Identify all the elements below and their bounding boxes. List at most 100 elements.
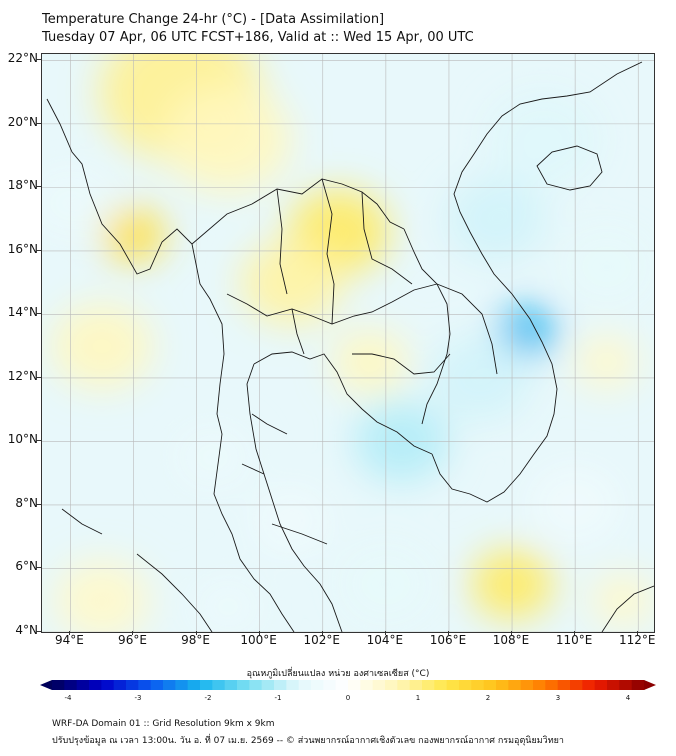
colorbar-segment xyxy=(372,680,386,690)
colorbar-segment xyxy=(175,680,189,690)
colorbar-segment xyxy=(422,680,435,690)
lat-tick-label: 12°N xyxy=(7,368,38,383)
colorbar-segment xyxy=(619,680,633,690)
lat-tick-label: 8°N xyxy=(15,495,38,510)
colorbar-segment xyxy=(360,680,374,690)
colorbar-segment xyxy=(335,680,349,690)
field-anomaly xyxy=(590,573,654,628)
colorbar-segment xyxy=(483,680,497,690)
lon-tick-label: 96°E xyxy=(118,633,147,647)
field-anomaly xyxy=(575,335,639,389)
lat-tick-label: 16°N xyxy=(7,241,38,256)
colorbar-segment xyxy=(261,680,275,690)
colorbar-segment xyxy=(409,680,423,690)
colorbar-tick-label: -3 xyxy=(134,694,142,702)
footer-model-info: WRF-DA Domain 01 :: Grid Resolution 9km … xyxy=(52,719,275,729)
lat-tick xyxy=(36,313,41,315)
colorbar-tick-label: -4 xyxy=(64,694,72,702)
lon-tick-label: 108°E xyxy=(492,633,530,647)
field-anomaly xyxy=(190,574,266,632)
colorbar-segment xyxy=(434,680,448,690)
colorbar-tick-label: 3 xyxy=(555,694,561,702)
colorbar-min-arrow xyxy=(40,680,52,690)
lon-tick-label: 112°E xyxy=(618,633,656,647)
lat-tick-label: 20°N xyxy=(7,114,38,129)
lat-tick-label: 18°N xyxy=(7,178,38,193)
colorbar-tick-label: -1 xyxy=(274,694,282,702)
lon-tick xyxy=(69,631,71,635)
lon-tick-label: 104°E xyxy=(366,633,404,647)
colorbar-segment xyxy=(545,680,559,690)
colorbar-tick-label: 2 xyxy=(485,694,491,702)
colorbar-segment xyxy=(52,680,65,690)
field-anomaly xyxy=(559,226,654,308)
lat-tick xyxy=(36,249,41,251)
colorbar-segment xyxy=(212,680,226,690)
colorbar-segment xyxy=(582,680,596,690)
lon-tick xyxy=(637,631,639,635)
colorbar-segment xyxy=(298,680,312,690)
lat-tick xyxy=(36,440,41,442)
field-layer xyxy=(42,54,654,632)
lat-tick-label: 4°N xyxy=(15,623,38,637)
lat-tick xyxy=(36,376,41,378)
chart-subtitle: Tuesday 07 Apr, 06 UTC FCST+186, Valid a… xyxy=(42,30,474,45)
lat-tick-label: 10°N xyxy=(7,432,38,447)
colorbar-segment xyxy=(471,680,485,690)
lat-tick xyxy=(36,59,41,61)
lon-tick xyxy=(447,631,449,635)
colorbar-segment xyxy=(323,680,337,690)
colorbar-segment xyxy=(459,680,472,690)
colorbar-segment xyxy=(249,680,263,690)
field-anomaly xyxy=(332,329,408,395)
colorbar-segment xyxy=(570,680,583,690)
lon-tick xyxy=(574,631,576,635)
colorbar-segment xyxy=(508,680,522,690)
lat-tick xyxy=(36,503,41,505)
colorbar-segment xyxy=(224,680,238,690)
lat-tick xyxy=(36,122,41,124)
grid-lines xyxy=(42,54,654,632)
colorbar-segment xyxy=(113,680,127,690)
field-anomaly xyxy=(165,86,292,194)
field-anomaly xyxy=(42,165,115,241)
colorbar-segment xyxy=(311,680,324,690)
colorbar-title: อุณหภูมิเปลี่ยนแปลง หน่วย องศาเซลเซียส (… xyxy=(246,669,430,679)
lon-tick xyxy=(132,631,134,635)
colorbar xyxy=(40,680,656,690)
colorbar-segment xyxy=(76,680,90,690)
chart-title: Temperature Change 24-hr (°C) - [Data As… xyxy=(42,12,385,27)
lat-tick-label: 6°N xyxy=(15,559,38,574)
coastlines-borders xyxy=(46,61,654,632)
colorbar-segment xyxy=(89,680,102,690)
lon-tick-label: 94°E xyxy=(54,633,84,647)
field-anomaly xyxy=(171,422,254,493)
colorbar-segment xyxy=(187,680,201,690)
colorbar-tick-label: 0 xyxy=(345,694,351,702)
field-anomaly xyxy=(486,91,601,189)
lon-tick-label: 102°E xyxy=(303,633,341,647)
lon-tick xyxy=(384,631,386,635)
colorbar-segment xyxy=(200,680,213,690)
colorbar-segment xyxy=(594,680,608,690)
colorbar-tick-label: -2 xyxy=(204,694,212,702)
field-anomaly xyxy=(54,560,150,632)
field-anomaly xyxy=(445,176,547,263)
colorbar-segment xyxy=(274,680,287,690)
lon-tick-label: 100°E xyxy=(240,633,277,647)
lon-tick-label: 106°E xyxy=(429,633,467,647)
lat-tick-label: 14°N xyxy=(7,305,38,320)
colorbar-segment xyxy=(163,680,176,690)
temperature-field-map xyxy=(42,54,654,632)
lat-tick xyxy=(36,186,41,188)
field-anomaly xyxy=(51,303,153,390)
lat-tick-label: 22°N xyxy=(7,51,38,66)
colorbar-segment xyxy=(286,680,300,690)
colorbar-tick-label: 4 xyxy=(625,694,631,702)
footer-credit: ปรับปรุงข้อมูล ณ เวลา 13:00น. วัน อ. ที่… xyxy=(52,736,564,746)
lon-tick xyxy=(258,631,260,635)
colorbar-segment xyxy=(607,680,620,690)
field-anomaly xyxy=(240,239,342,326)
colorbar-segment xyxy=(385,680,398,690)
lon-tick xyxy=(511,631,513,635)
